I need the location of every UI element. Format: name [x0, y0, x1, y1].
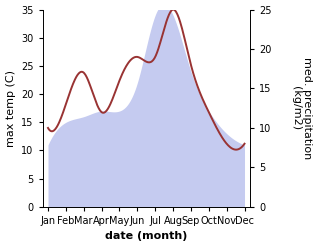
- X-axis label: date (month): date (month): [105, 231, 187, 242]
- Y-axis label: med. precipitation
(kg/m2): med. precipitation (kg/m2): [291, 57, 313, 159]
- Y-axis label: max temp (C): max temp (C): [5, 70, 16, 147]
